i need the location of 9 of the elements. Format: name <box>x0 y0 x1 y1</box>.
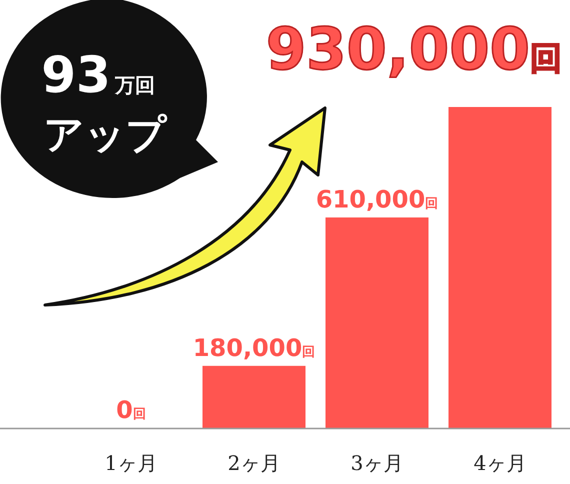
data-label: 0回 <box>116 396 146 424</box>
x-tick-label: 2ヶ月 <box>228 451 280 475</box>
data-label: 610,000回 <box>316 185 438 214</box>
x-tick-label: 1ヶ月 <box>104 451 158 475</box>
x-tick-label: 4ヶ月 <box>474 451 526 475</box>
x-tick-label: 3ヶ月 <box>350 451 404 475</box>
data-label: 930,000回 <box>266 15 562 83</box>
data-label: 180,000回 <box>192 334 316 362</box>
annotation: アップ <box>44 112 168 158</box>
